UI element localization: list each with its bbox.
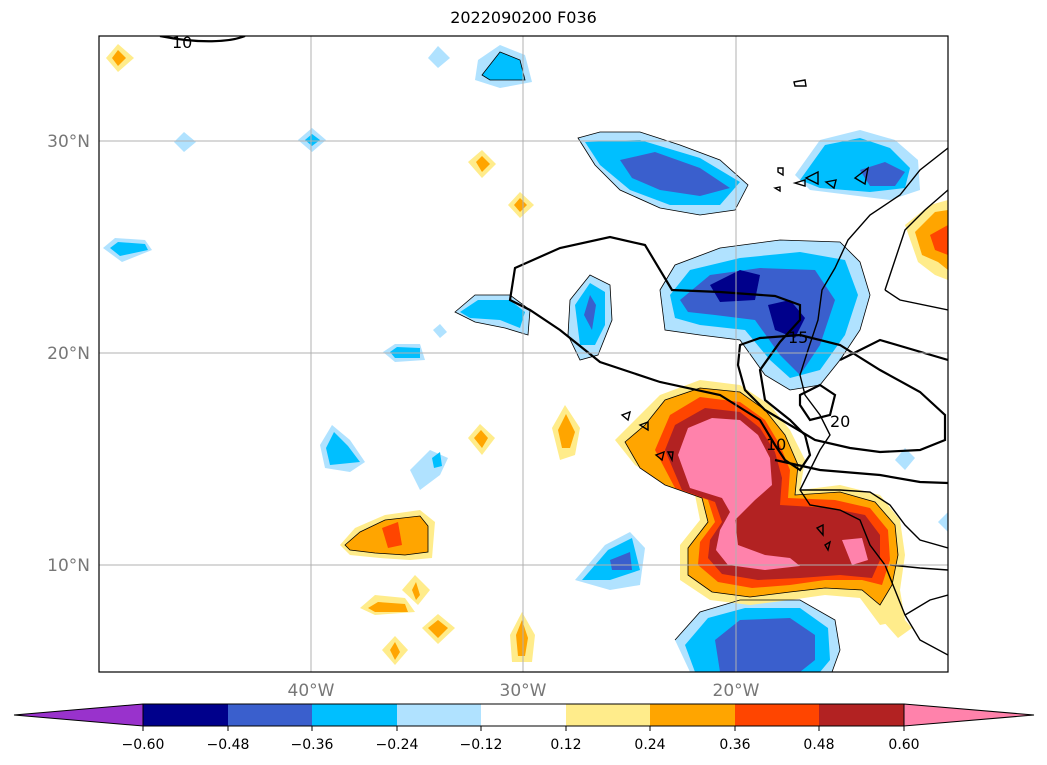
colorbar-tick-label: 0.36 xyxy=(719,737,750,753)
colorbar-segment xyxy=(312,704,397,726)
lat-label: 10°N xyxy=(47,556,90,576)
colorbar-segment xyxy=(819,704,904,726)
colorbar-segment xyxy=(566,704,650,726)
negative-anomalies xyxy=(103,45,948,672)
colorbar-tick-label: −0.60 xyxy=(122,737,165,753)
colorbar-segment xyxy=(397,704,481,726)
colorbar-tick-label: −0.24 xyxy=(376,737,419,753)
contour-label: 10 xyxy=(766,435,786,454)
colorbar-segment xyxy=(650,704,735,726)
shaded-field: 10 15 20 10 xyxy=(99,33,948,672)
lon-label: 40°W xyxy=(288,681,335,701)
colorbar-tick-label: −0.48 xyxy=(207,737,250,753)
contour-labels: 10 15 20 10 xyxy=(172,33,850,454)
colorbar-extend-low xyxy=(13,703,144,727)
colorbar-segment xyxy=(228,704,312,726)
colorbar-segment xyxy=(481,704,566,726)
lon-label: 30°W xyxy=(500,681,547,701)
colorbar: −0.60 −0.48 −0.36 −0.24 −0.12 0.12 0.24 … xyxy=(13,703,1035,753)
colorbar-tick-label: −0.36 xyxy=(291,737,334,753)
colorbar-segment xyxy=(143,704,228,726)
colorbar-tick-label: 0.48 xyxy=(803,737,834,753)
lat-label: 30°N xyxy=(47,132,90,152)
thin-contours xyxy=(344,51,899,672)
colorbar-tick-label: 0.12 xyxy=(550,737,581,753)
grid xyxy=(99,36,948,672)
colorbar-tick-label: 0.24 xyxy=(634,737,665,753)
colorbar-tick-label: −0.12 xyxy=(460,737,503,753)
colorbar-extend-high xyxy=(903,703,1035,727)
map-frame xyxy=(98,35,949,673)
contour-label: 20 xyxy=(830,412,850,431)
contour-label: 10 xyxy=(172,33,192,52)
contour-label: 15 xyxy=(788,328,808,347)
map-title: 2022090200 F036 xyxy=(450,8,597,27)
positive-anomalies xyxy=(106,44,948,665)
colorbar-tick-label: 0.60 xyxy=(888,737,919,753)
lat-label: 20°N xyxy=(47,344,90,364)
lon-label: 20°W xyxy=(713,681,760,701)
colorbar-segment xyxy=(735,704,819,726)
